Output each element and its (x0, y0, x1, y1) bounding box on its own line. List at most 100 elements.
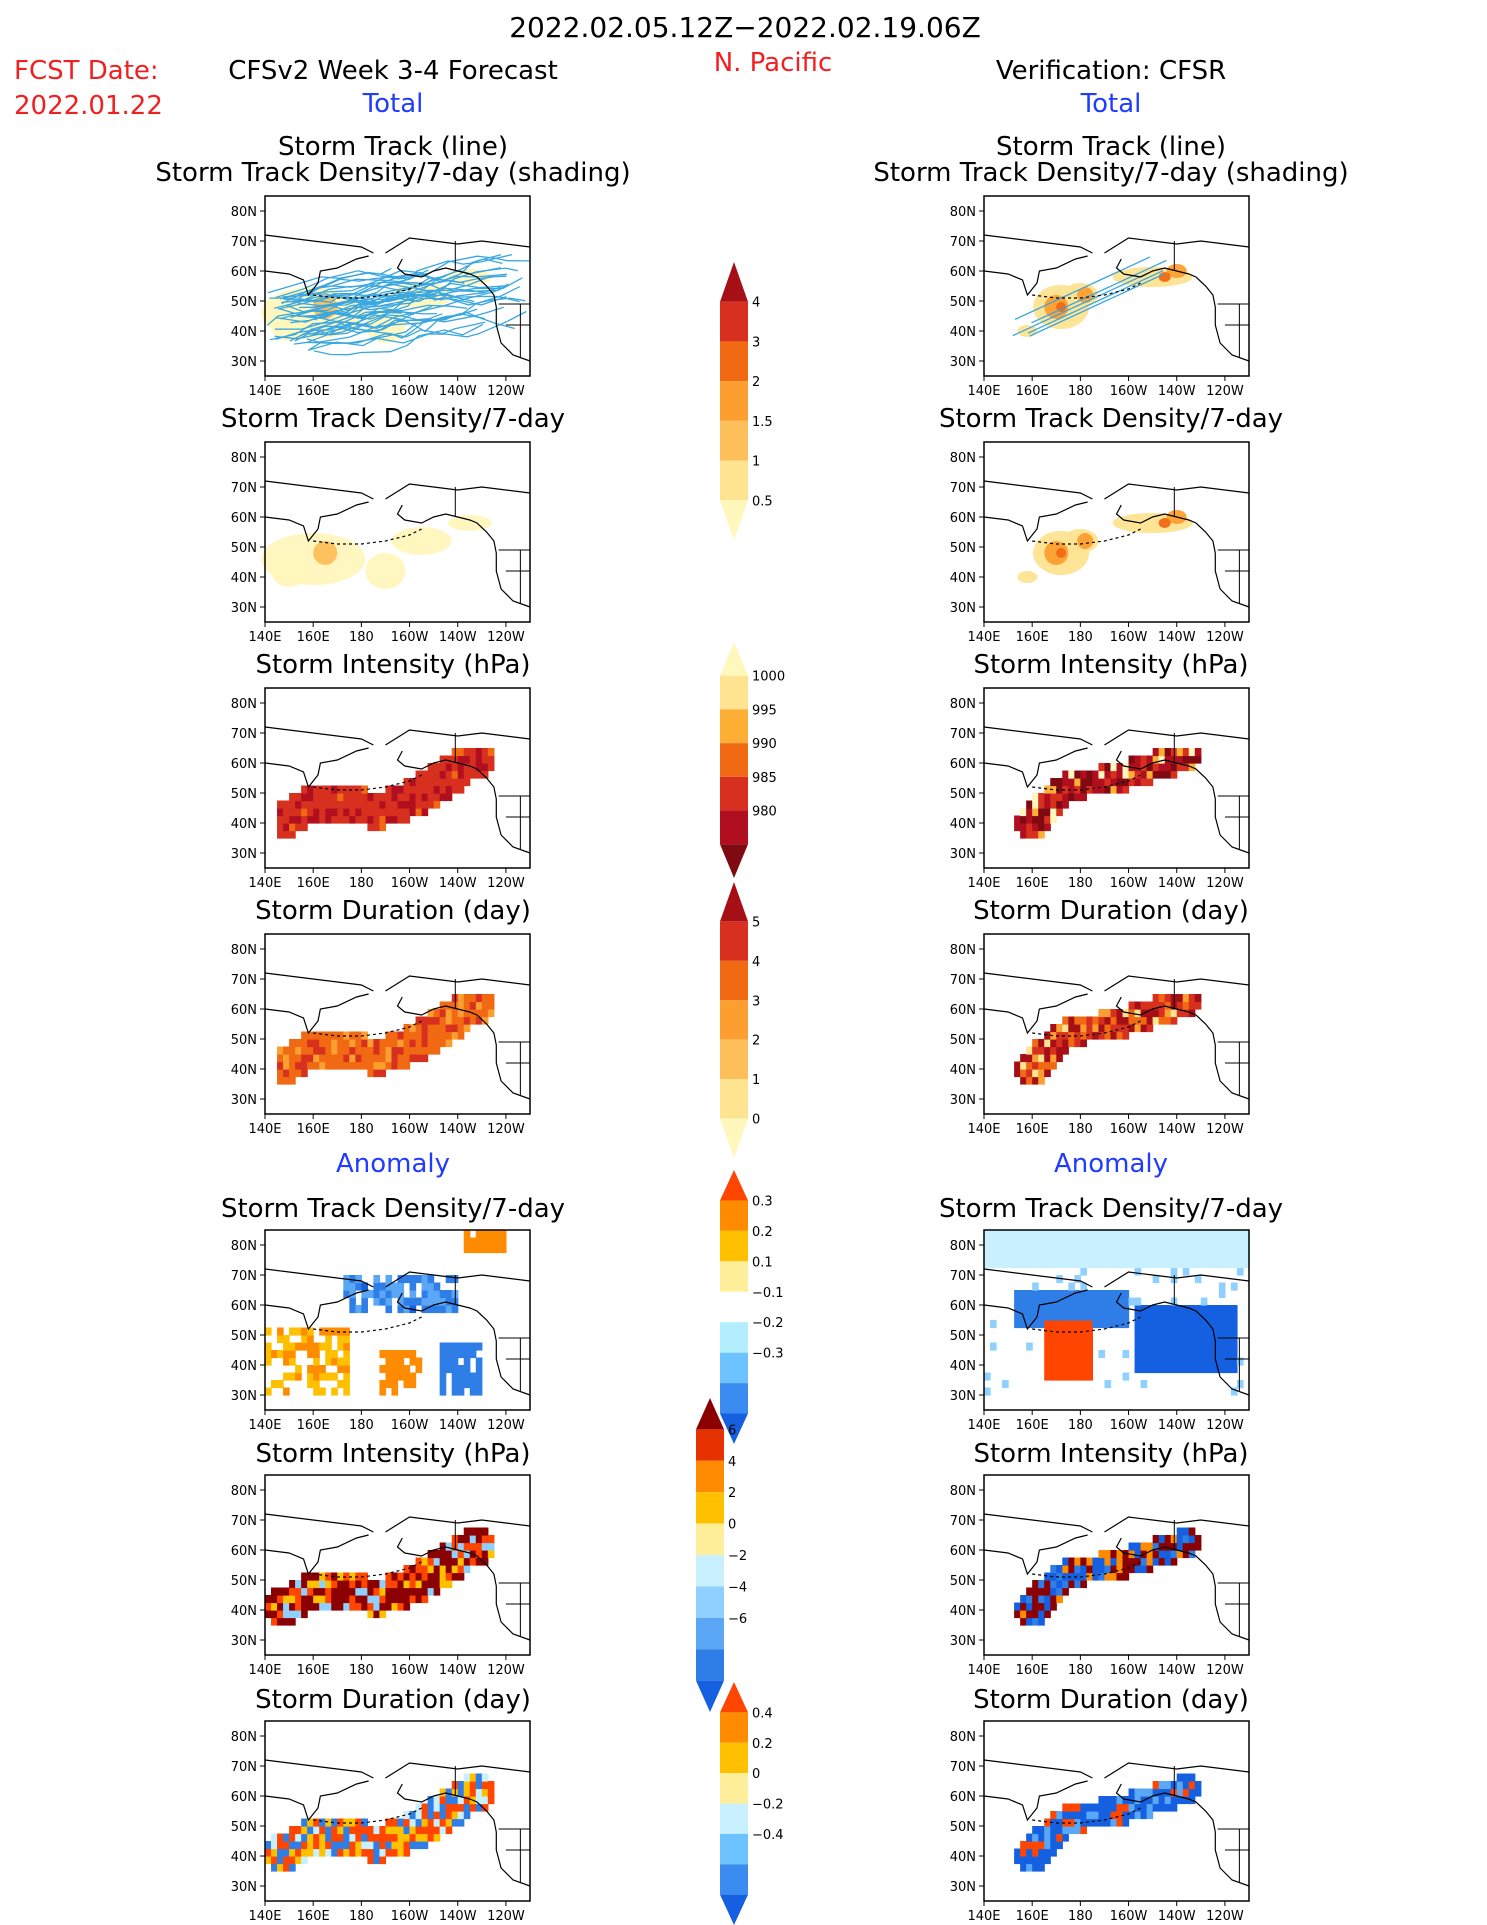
map-frame (264, 1474, 531, 1656)
lon-tick-label: 120W (487, 1122, 525, 1137)
grid-cell (1086, 1557, 1094, 1566)
grid-cell (307, 808, 314, 817)
grid-cell (1206, 1245, 1214, 1254)
grid-cell (1146, 1811, 1154, 1820)
grid-cell (355, 1061, 362, 1070)
colorbar-label: 985 (752, 771, 777, 786)
grid-cell (1158, 1796, 1166, 1805)
storm-track-line (279, 311, 402, 324)
grid-cell (307, 815, 314, 824)
grid-cell (1032, 1610, 1039, 1619)
grid-cell (481, 1781, 489, 1790)
grid-cell (379, 1595, 387, 1604)
grid-cell (1086, 1572, 1094, 1581)
grid-cell (1164, 1335, 1172, 1344)
grid-cell (1062, 1372, 1069, 1381)
grid-cell (457, 1342, 465, 1351)
grid-cell (1152, 763, 1160, 772)
grid-cell (295, 1856, 302, 1865)
colorbar-swatch (696, 1398, 724, 1430)
lon-tick-label: 140W (1158, 384, 1196, 399)
grid-cell (1020, 1245, 1027, 1254)
lat-tick-label: 30N (950, 601, 976, 616)
grid-cell (277, 800, 284, 809)
grid-cell (1038, 1039, 1045, 1048)
grid-cell (439, 1305, 447, 1314)
grid-cell (427, 1803, 435, 1812)
grid-cell (1182, 1788, 1190, 1797)
grid-cell (1044, 793, 1051, 802)
grid-cell (373, 800, 381, 809)
grid-cell (1140, 1380, 1148, 1389)
grid-cell (427, 1016, 435, 1025)
grid-cell (1134, 1297, 1142, 1306)
grid-cell (1140, 1542, 1148, 1551)
grid-cell (1044, 1046, 1051, 1055)
grid-cell (271, 1350, 278, 1359)
grid-cell (1110, 1024, 1118, 1033)
grid-cell (1044, 1365, 1051, 1374)
grid-cell (469, 748, 477, 757)
grid-cell (1032, 823, 1039, 832)
grid-cell (469, 1016, 477, 1025)
grid-cell (1020, 815, 1027, 824)
grid-cell (1188, 1312, 1196, 1321)
grid-cell (379, 1069, 387, 1078)
grid-cell (1176, 748, 1184, 757)
grid-cell (343, 1039, 350, 1048)
grid-cell (1014, 815, 1021, 824)
grid-cell (1194, 1305, 1202, 1314)
lon-tick-label: 140W (439, 1122, 477, 1137)
grid-cell (1176, 1773, 1184, 1782)
grid-cell (301, 793, 308, 802)
grid-cell (289, 1350, 296, 1359)
grid-cell (403, 800, 411, 809)
grid-cell (301, 808, 308, 817)
grid-cell (1038, 1230, 1045, 1239)
grid-cell (313, 808, 320, 817)
grid-cell (1056, 1054, 1063, 1063)
grid-cell (343, 785, 350, 794)
grid-cell (1038, 1312, 1045, 1321)
grid-cell (1038, 1841, 1045, 1850)
grid-cell (271, 1833, 278, 1842)
grid-cell (301, 1039, 308, 1048)
lon-tick-label: 180 (349, 384, 374, 399)
grid-cell (277, 1061, 284, 1070)
grid-cell (1074, 770, 1081, 779)
grid-cell (1176, 1781, 1184, 1790)
grid-cell (1110, 1565, 1118, 1574)
right-column-title: Verification: CFSR (995, 56, 1227, 86)
grid-cell (463, 1542, 471, 1551)
grid-cell (1080, 1365, 1087, 1374)
grid-cell (307, 1372, 314, 1381)
grid-cell (337, 1572, 344, 1581)
grid-cell (1062, 1833, 1069, 1842)
colorbar-swatch (696, 1523, 724, 1555)
grid-cell (433, 1818, 441, 1827)
lon-tick-label: 140E (967, 1122, 1000, 1137)
grid-cell (277, 1595, 284, 1604)
grid-cell (1116, 1260, 1124, 1269)
grid-cell (475, 1788, 483, 1797)
grid-cell (409, 800, 417, 809)
grid-cell (1200, 1335, 1208, 1344)
grid-cell (283, 1372, 290, 1381)
grid-cell (1026, 1602, 1033, 1611)
grid-cell (1020, 1054, 1027, 1063)
grid-cell (457, 1803, 465, 1812)
grid-cell (469, 1001, 477, 1010)
grid-cell (1176, 1527, 1184, 1536)
grid-cell (361, 1305, 368, 1314)
grid-cell (487, 1781, 495, 1790)
grid-cell (1056, 1237, 1063, 1246)
grid-cell (1182, 1773, 1190, 1782)
grid-cell (1080, 1031, 1087, 1040)
grid-cell (349, 1046, 356, 1055)
grid-cell (1140, 1811, 1148, 1820)
grid-cell (1098, 785, 1106, 794)
grid-cell (397, 1595, 405, 1604)
grid-cell (271, 1380, 278, 1389)
storm-track-line (274, 275, 492, 309)
colorbar-swatch (720, 776, 748, 811)
